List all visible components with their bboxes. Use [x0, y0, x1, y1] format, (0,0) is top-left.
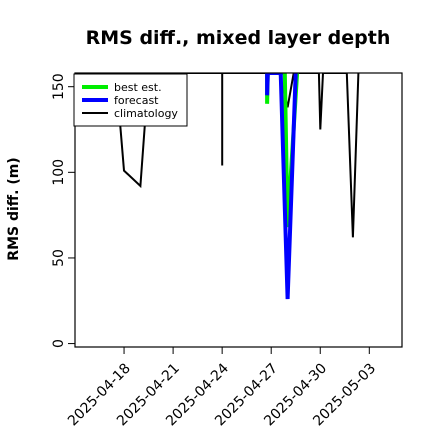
y-tick-label: 150	[51, 73, 67, 100]
y-tick-label: 100	[51, 159, 67, 186]
y-axis-label: RMS diff. (m)	[6, 157, 22, 260]
y-tick-label: 0	[51, 339, 67, 348]
x-axis: 2025-04-182025-04-212025-04-242025-04-27…	[65, 347, 379, 429]
y-axis: 0 50 100 150	[51, 73, 75, 348]
legend-label: forecast	[114, 94, 159, 107]
legend-label: best est.	[114, 81, 162, 94]
series-layer	[114, 73, 360, 300]
plot-frame	[74, 72, 403, 348]
legend-label: climatology	[114, 107, 178, 120]
chart-title: RMS diff., mixed layer depth	[86, 27, 391, 49]
series-line-forecast	[265, 73, 298, 300]
y-tick-label: 50	[51, 249, 67, 267]
